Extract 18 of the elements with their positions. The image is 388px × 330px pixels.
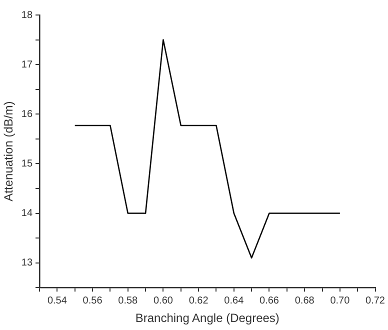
x-tick-label: 0.60 bbox=[153, 295, 174, 306]
y-tick-label: 15 bbox=[21, 158, 33, 170]
x-tick-label: 0.68 bbox=[294, 295, 315, 306]
y-tick-label: 18 bbox=[21, 10, 33, 21]
y-tick-label: 13 bbox=[21, 258, 33, 269]
x-tick-label: 0.66 bbox=[260, 295, 280, 306]
x-tick-label: 0.54 bbox=[47, 295, 68, 306]
x-tick-label: 0.70 bbox=[330, 295, 350, 306]
x-tick-label: 0.64 bbox=[224, 295, 244, 306]
y-axis-title: Attenuation (dB/m) bbox=[2, 101, 16, 202]
x-tick-label: 0.62 bbox=[188, 295, 209, 306]
y-tick-label: 17 bbox=[21, 59, 33, 70]
x-axis-title: Branching Angle (Degrees) bbox=[135, 311, 280, 326]
y-tick-label: 16 bbox=[21, 108, 33, 120]
y-tick-label: 14 bbox=[21, 208, 33, 220]
x-tick-label: 0.72 bbox=[366, 295, 386, 306]
x-tick-label: 0.58 bbox=[118, 295, 138, 306]
x-tick-label: 0.56 bbox=[82, 295, 103, 306]
